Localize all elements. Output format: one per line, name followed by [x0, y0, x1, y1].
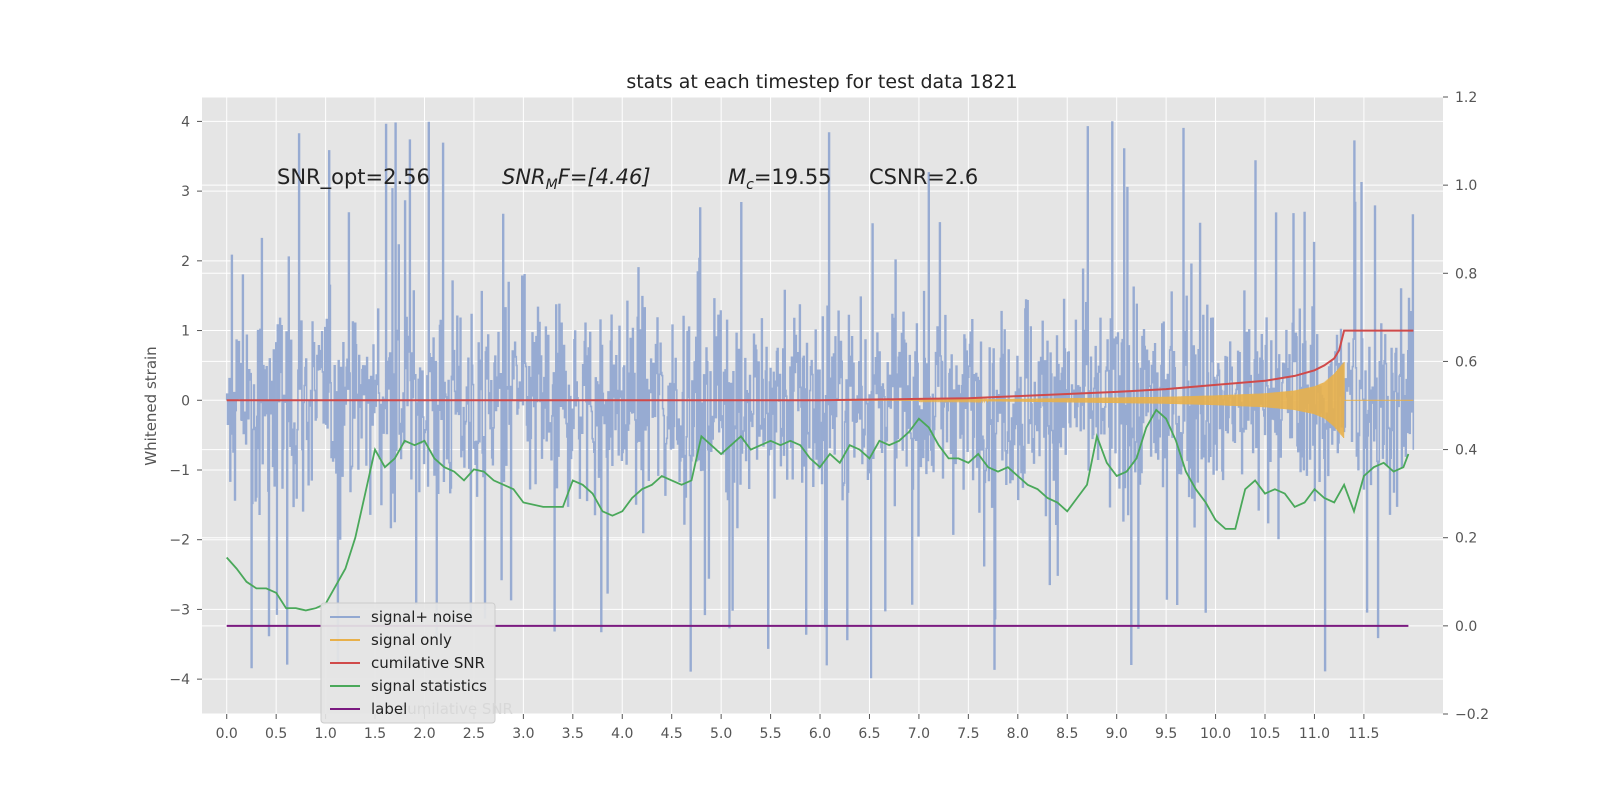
- csnr-annotation: CSNR=2.6: [869, 165, 978, 189]
- y-axis-label: Whitened strain: [142, 346, 160, 465]
- x-tick-label: 4.0: [611, 726, 633, 742]
- legend-items: signal+ noise signal only cumilative SNR si…: [330, 608, 487, 718]
- legend: cumilative SNR signal+ noise signal only c…: [320, 602, 513, 724]
- x-tick-label: 1.5: [364, 726, 386, 742]
- x-tick-label: 9.5: [1155, 726, 1177, 742]
- x-tick-label: 10.5: [1249, 726, 1280, 742]
- x-tick-label: 3.5: [562, 726, 584, 742]
- x-tick-label: 8.0: [1007, 726, 1029, 742]
- chart-title: stats at each timestep for test data 182…: [626, 71, 1017, 93]
- y-right-tick-label: 0.4: [1455, 443, 1477, 459]
- y-right-tick-label: 0.8: [1455, 266, 1477, 282]
- y-right-tick-label: −0.2: [1455, 707, 1489, 723]
- snr-opt-annotation: SNR_opt=2.56: [277, 165, 430, 190]
- legend-entry: signal only: [371, 631, 452, 649]
- mc-sub: c: [746, 177, 754, 193]
- x-tick-label: 9.0: [1106, 726, 1128, 742]
- y-tick-label: −2: [169, 533, 190, 549]
- y-right-tick-label: 0.6: [1455, 354, 1477, 370]
- y-tick-label: −1: [169, 463, 190, 479]
- x-tick-label: 5.5: [759, 726, 781, 742]
- y-tick-label: 0: [181, 393, 190, 409]
- y-tick-label: 3: [181, 184, 190, 200]
- y-axis-right-ticks: 1.2 1.0 0.8 0.6 0.4 0.2 0.0 −0.2: [1443, 90, 1489, 723]
- x-tick-label: 2.0: [413, 726, 435, 742]
- x-tick-label: 7.0: [908, 726, 930, 742]
- y-tick-label: 4: [181, 114, 190, 130]
- x-tick-label: 7.5: [957, 726, 979, 742]
- snr-mf-rest: F=[4.46]: [558, 165, 651, 189]
- signal-noise-line: [225, 121, 1415, 679]
- y-tick-label: −4: [169, 672, 190, 688]
- y-tick-label: −3: [169, 602, 190, 618]
- y-tick-label: 1: [181, 324, 190, 340]
- y-tick-label: 2: [181, 254, 190, 270]
- annotations: SNR_opt=2.56 SNRMF=[4.46] Mc=19.55 CSNR=…: [277, 165, 978, 193]
- legend-entry: signal+ noise: [371, 608, 473, 626]
- signal-only-line: [918, 361, 1414, 439]
- mc-annotation: Mc=19.55: [728, 165, 832, 193]
- x-tick-label: 4.5: [661, 726, 683, 742]
- x-tick-label: 6.5: [858, 726, 880, 742]
- legend-ghost-text: cumilative SNR: [399, 700, 513, 718]
- mc-rest: =19.55: [754, 165, 832, 189]
- legend-entry: signal statistics: [371, 677, 487, 695]
- x-axis-ticks: 0.0 0.5 1.0 1.5 2.0 2.5 3.0 3.5 4.0 4.5 5.0 5.5 6.0 6…: [216, 714, 1379, 742]
- x-tick-label: 2.5: [463, 726, 485, 742]
- y-right-tick-label: 0.0: [1455, 619, 1477, 635]
- y-right-tick-label: 1.0: [1455, 178, 1477, 194]
- x-tick-label: 11.5: [1348, 726, 1379, 742]
- snr-mf-sub: M: [546, 177, 558, 193]
- x-tick-label: 1.0: [314, 726, 336, 742]
- x-tick-label: 0.5: [265, 726, 287, 742]
- cumulative-snr-line: [226, 329, 1414, 402]
- x-tick-label: 10.0: [1200, 726, 1231, 742]
- y-axis-left-ticks: 4 3 2 1 0 −1 −2 −3 −4: [169, 114, 202, 688]
- y-right-tick-label: 1.2: [1455, 90, 1477, 106]
- snr-mf-main: SNR: [502, 165, 546, 189]
- signal-statistics-line: [226, 408, 1410, 612]
- legend-box: [320, 602, 496, 724]
- x-tick-label: 3.0: [512, 726, 534, 742]
- x-tick-label: 5.0: [710, 726, 732, 742]
- x-tick-label: 0.0: [216, 726, 238, 742]
- snr-mf-annotation: SNRMF=[4.46]: [502, 165, 651, 193]
- legend-entry: cumilative SNR: [371, 654, 485, 672]
- mc-main: M: [728, 165, 746, 189]
- x-tick-label: 6.0: [809, 726, 831, 742]
- x-tick-label: 11.0: [1299, 726, 1330, 742]
- x-tick-label: 8.5: [1056, 726, 1078, 742]
- legend-entry: label: [371, 700, 407, 718]
- y-right-tick-label: 0.2: [1455, 531, 1477, 547]
